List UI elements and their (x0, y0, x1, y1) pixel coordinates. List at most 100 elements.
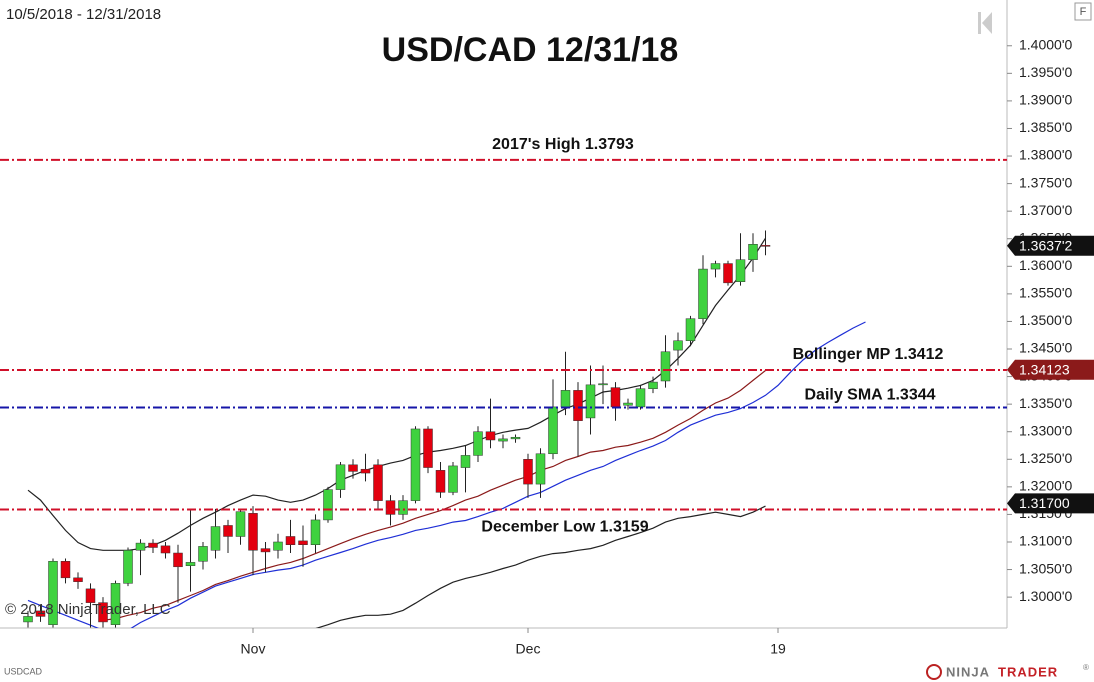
level-label: December Low 1.3159 (481, 519, 648, 536)
candle-body (348, 464, 358, 472)
candle-body (498, 438, 508, 442)
y-tick-label: 1.3450'0 (1019, 340, 1072, 356)
y-tick-label: 1.3100'0 (1019, 533, 1072, 549)
candle-body (410, 428, 421, 501)
candle-body (123, 550, 133, 584)
indicator-line (27, 321, 866, 628)
candle-body (485, 431, 496, 441)
level-label: Bollinger MP 1.3412 (793, 346, 944, 363)
candle-body (285, 536, 296, 545)
brand-part: TRADER (998, 664, 1058, 679)
candle-body (723, 263, 733, 284)
candle-body (185, 562, 196, 566)
candle-body (698, 268, 708, 319)
level-label: Daily SMA 1.3344 (804, 387, 935, 404)
candle-body (760, 245, 771, 247)
candle-body (610, 387, 621, 408)
brand-part: NINJA (946, 664, 990, 679)
indicator-line (315, 505, 766, 628)
brand-logo: NINJA TRADER ® (926, 663, 1089, 680)
candle-body (323, 489, 333, 521)
candle-body (735, 259, 746, 282)
candle-body (635, 388, 646, 408)
candle-body (585, 384, 596, 419)
date-range: 10/5/2018 - 12/31/2018 (6, 6, 161, 23)
candle-body (648, 381, 658, 389)
icon-arrow (982, 12, 992, 34)
candle-body (623, 402, 633, 406)
candle-body (35, 610, 46, 617)
y-tick-label: 1.3600'0 (1019, 257, 1072, 273)
candle-body (135, 542, 146, 551)
y-tick-label: 1.3850'0 (1019, 119, 1072, 135)
candle-body (335, 464, 346, 490)
candle-body (748, 244, 758, 260)
candle-body (685, 318, 696, 341)
candle-body (48, 561, 58, 625)
candle-body (173, 552, 183, 568)
indicator-line (102, 370, 766, 621)
candle-body (73, 577, 83, 582)
y-tick-label: 1.3900'0 (1019, 92, 1072, 108)
candle-body (210, 526, 221, 551)
candle-body (160, 545, 171, 554)
candle-body (510, 436, 521, 440)
candle-body (360, 468, 371, 474)
candle-body (273, 541, 283, 551)
candle-body (98, 602, 108, 623)
brand-part: ® (1083, 663, 1089, 672)
price-marker (1007, 235, 1094, 256)
price-marker (1007, 359, 1094, 380)
candle-body (198, 546, 208, 562)
candle-body (423, 428, 433, 468)
price-marker-label: 1.31700 (1019, 495, 1070, 511)
candle-body (298, 540, 308, 545)
candle-body (548, 406, 558, 455)
logo-mark (926, 664, 942, 680)
x-tick-label: Dec (516, 641, 541, 657)
scroll-icon[interactable] (978, 12, 992, 34)
candle-body (560, 390, 571, 408)
price-marker-label: 1.34123 (1019, 362, 1070, 378)
candle-body (573, 390, 583, 421)
candle-body (310, 519, 321, 545)
x-tick-label: Nov (241, 641, 266, 657)
toolbar-button[interactable] (1074, 2, 1092, 21)
chart-title: USD/CAD 12/31/18 (382, 31, 679, 69)
price-marker (1007, 493, 1094, 514)
plot-area (23, 230, 866, 628)
x-tick-label: 19 (770, 641, 786, 657)
candle-body (448, 465, 458, 493)
price-marker-label: 1.3637'2 (1019, 237, 1072, 253)
candle-body (260, 548, 271, 553)
candle-body (373, 464, 383, 501)
candle-body (85, 588, 96, 603)
candle-body (535, 453, 546, 485)
icon-bar (978, 12, 981, 34)
symbol: USDCAD (4, 666, 43, 676)
candle-body (223, 525, 233, 537)
y-tick-label: 1.3050'0 (1019, 560, 1072, 576)
y-tick-label: 1.3000'0 (1019, 588, 1072, 604)
toolbar-label: F (1080, 6, 1087, 18)
y-tick-label: 1.3200'0 (1019, 478, 1072, 494)
y-tick-label: 1.3800'0 (1019, 147, 1072, 163)
candle-body (710, 263, 721, 270)
y-tick-label: 1.3500'0 (1019, 312, 1072, 328)
copyright: © 2018 NinjaTrader, LLC (5, 601, 171, 618)
y-tick-label: 1.3750'0 (1019, 174, 1072, 190)
candle-body (460, 455, 471, 468)
y-tick-label: 1.3350'0 (1019, 395, 1072, 411)
candle-body (248, 513, 258, 551)
y-tick-label: 1.3300'0 (1019, 422, 1072, 438)
y-tick-label: 1.4000'0 (1019, 36, 1072, 52)
level-label: 2017's High 1.3793 (492, 136, 634, 153)
candle-body (660, 351, 671, 382)
candle-body (110, 583, 121, 625)
y-tick-label: 1.3550'0 (1019, 285, 1072, 301)
y-tick-label: 1.3950'0 (1019, 64, 1072, 80)
candle-body (385, 500, 396, 515)
y-tick-label: 1.3250'0 (1019, 450, 1072, 466)
